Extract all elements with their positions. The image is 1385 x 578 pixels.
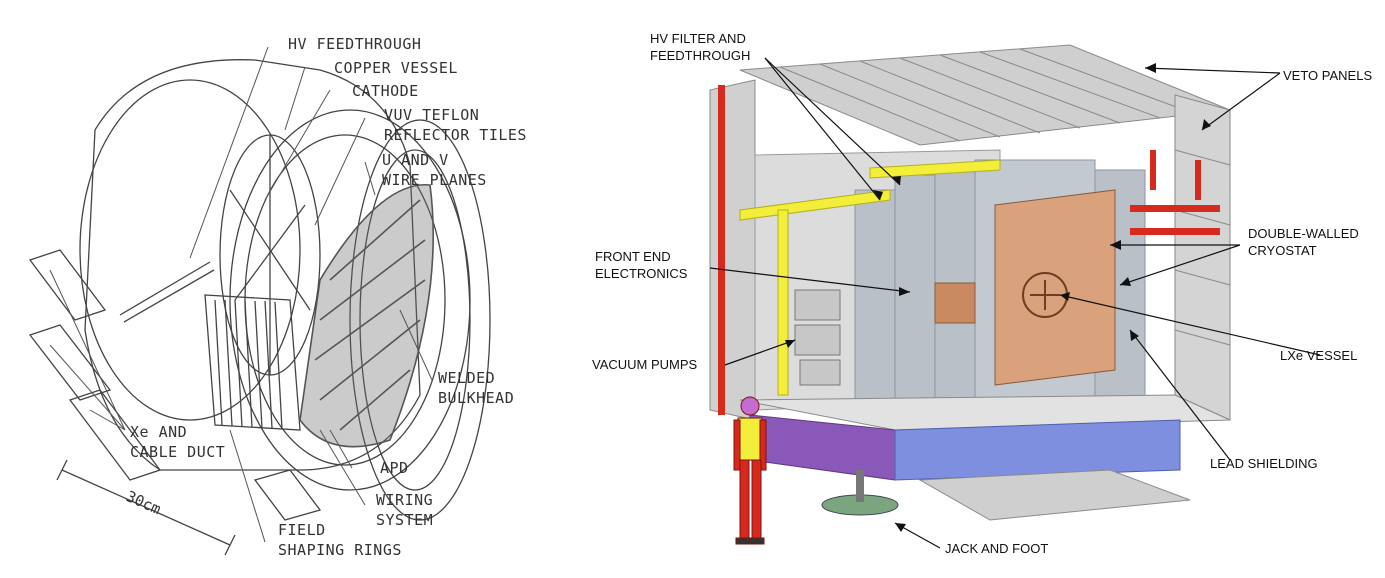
scale-label: 30cm bbox=[123, 487, 163, 518]
label-vuv-teflon: VUV TEFLON REFLECTOR TILES bbox=[384, 105, 527, 145]
label-veto-panels: VETO PANELS bbox=[1283, 68, 1373, 83]
scale-bar bbox=[56, 459, 236, 556]
platform bbox=[739, 394, 1231, 521]
field-shaping-rings bbox=[204, 294, 301, 431]
label-double-walled-cryostat: DOUBLE-WALLED CRYOSTAT bbox=[1248, 225, 1359, 259]
label-vuv-teflon-line2: REFLECTOR TILES bbox=[384, 126, 527, 144]
label-xe-duct-line2: CABLE DUCT bbox=[130, 443, 226, 461]
welded-bulkhead bbox=[349, 119, 491, 521]
person-figure bbox=[733, 396, 767, 545]
label-cathode: CATHODE bbox=[352, 82, 419, 100]
label-cryostat-line2: CRYOSTAT bbox=[1248, 243, 1317, 258]
wire-planes bbox=[299, 184, 434, 448]
detector-cutaway-panel: HV FILTER AND FEEDTHROUGH VETO PANELS FR… bbox=[590, 0, 1385, 578]
label-apd: APD bbox=[380, 459, 409, 477]
label-vacuum-pumps: VACUUM PUMPS bbox=[592, 357, 698, 372]
tpc-drawing: 30cm bbox=[28, 46, 491, 556]
label-field-line1: FIELD bbox=[278, 521, 326, 539]
label-xe-cable-duct: Xe AND CABLE DUCT bbox=[130, 422, 225, 462]
hv-feedthrough-pipe bbox=[119, 261, 215, 323]
label-wiring-system: WIRING SYSTEM bbox=[376, 490, 433, 530]
tpc-diagram-panel: 30cm HV FEEDTHROUGH COPPER VESSEL CATHOD… bbox=[0, 0, 590, 578]
jack-and-foot bbox=[821, 470, 899, 516]
left-wall bbox=[709, 79, 756, 421]
label-hv-feedthrough: HV FEEDTHROUGH bbox=[288, 35, 422, 53]
label-lxe-vessel: LXe VESSEL bbox=[1280, 348, 1358, 363]
label-front-end-line1: FRONT END bbox=[595, 249, 671, 264]
label-lead-shielding: LEAD SHIELDING bbox=[1210, 456, 1318, 471]
label-copper-vessel: COPPER VESSEL bbox=[334, 59, 458, 77]
copper-cryostat bbox=[934, 189, 1116, 386]
tpc-back-ring bbox=[79, 79, 301, 421]
tpc-back-housing bbox=[84, 59, 421, 471]
label-field-shaping-rings: FIELD SHAPING RINGS bbox=[278, 520, 402, 560]
front-end-electronics bbox=[794, 289, 841, 386]
detector-drawing bbox=[709, 44, 1321, 549]
label-welded-bulkhead: WELDED BULKHEAD bbox=[438, 368, 514, 408]
label-jack-and-foot: JACK AND FOOT bbox=[945, 541, 1049, 556]
label-hv-filter-feedthrough: HV FILTER AND FEEDTHROUGH bbox=[650, 30, 750, 64]
label-uv-wire-line1: U AND V bbox=[382, 151, 449, 169]
label-wiring-line1: WIRING bbox=[376, 491, 434, 509]
xe-cable-ducts bbox=[28, 249, 322, 521]
label-xe-duct-line1: Xe AND bbox=[130, 423, 188, 441]
label-front-end-line2: ELECTRONICS bbox=[595, 266, 688, 281]
label-wiring-line2: SYSTEM bbox=[376, 511, 434, 529]
label-hv-filter-line2: FEEDTHROUGH bbox=[650, 48, 751, 63]
label-front-end-electronics: FRONT END ELECTRONICS bbox=[595, 248, 687, 282]
red-frame bbox=[718, 85, 1220, 415]
label-field-line2: SHAPING RINGS bbox=[278, 541, 402, 559]
label-vuv-teflon-line1: VUV TEFLON bbox=[384, 106, 480, 124]
label-welded-line2: BULKHEAD bbox=[438, 389, 515, 407]
label-welded-line1: WELDED bbox=[438, 369, 496, 387]
label-uv-wire-line2: WIRE PLANES bbox=[382, 171, 487, 189]
roof-veto-panels bbox=[739, 44, 1231, 146]
yellow-rails bbox=[739, 159, 1001, 396]
label-uv-wire-planes: U AND V WIRE PLANES bbox=[382, 150, 487, 190]
label-hv-filter-line1: HV FILTER AND bbox=[650, 31, 746, 46]
label-cryostat-line1: DOUBLE-WALLED bbox=[1248, 226, 1359, 241]
